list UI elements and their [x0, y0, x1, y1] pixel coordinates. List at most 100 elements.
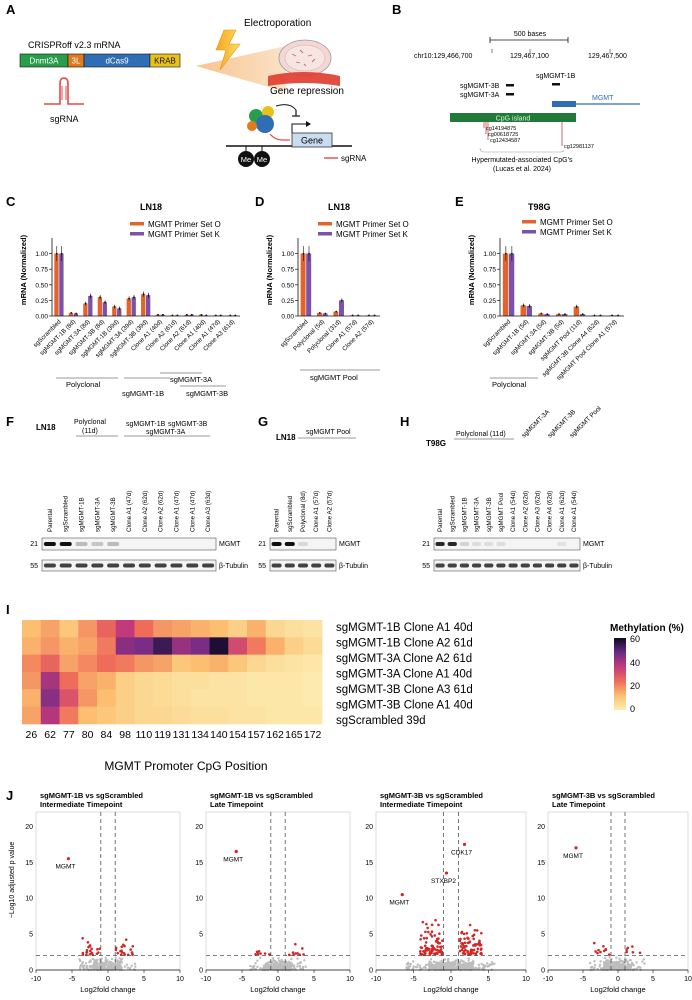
significant-gene-point: [97, 951, 100, 954]
gene-point: [290, 957, 293, 961]
data-point: [84, 302, 87, 305]
data-point: [89, 295, 92, 297]
mgmt-band: [107, 542, 120, 546]
heatmap-cell: [78, 672, 98, 690]
gene-point: [93, 959, 96, 962]
gene-point: [92, 963, 96, 966]
gene-point: [107, 966, 111, 969]
significant-gene-point: [287, 953, 291, 957]
group-header: sgMGMT-3B: [168, 421, 208, 428]
group-label: sgMGMT-3B: [186, 389, 228, 398]
bar: [68, 312, 74, 316]
lane-label: Clone A1 (47d): [189, 491, 196, 532]
legend-swatch-k: [522, 230, 536, 234]
mgmt-band: [284, 542, 295, 546]
significant-gene-point: [424, 946, 428, 950]
tubulin-band: [435, 563, 445, 568]
data-point: [522, 304, 525, 307]
panel-letter: B: [392, 2, 401, 17]
heatmap-cell: [78, 706, 98, 725]
bar: [333, 311, 339, 316]
gene-point: [274, 960, 277, 963]
gene-point: [468, 961, 472, 965]
tubulin-band: [107, 563, 120, 568]
y-tick-label: 10: [537, 896, 545, 903]
bar: [306, 253, 312, 316]
heatmap-cell: [228, 689, 248, 707]
mgmt-band: [59, 542, 72, 546]
gene-point: [439, 962, 443, 966]
significant-gene-point: [433, 934, 437, 937]
data-point: [504, 252, 507, 255]
cpg-caption: Hypermutated-associated CpG's: [472, 157, 573, 164]
y-axis-label: mRNA (Normalized): [467, 234, 476, 305]
heatmap-cell: [153, 620, 173, 638]
coord-label: 129,467,500: [588, 53, 627, 60]
x-tick-label: -5: [410, 976, 416, 983]
gene-point: [589, 966, 593, 969]
cpg-caption: (Lucas et al. 2024): [493, 166, 551, 173]
heatmap-cell: [209, 654, 229, 673]
mgmt-band: [557, 542, 567, 546]
bar: [146, 295, 151, 316]
coord-label: 129,467,100: [510, 53, 549, 60]
heatmap-cell: [97, 672, 117, 690]
x-tick-label: 140: [210, 729, 228, 741]
data-point: [162, 313, 164, 316]
gene-point: [95, 960, 99, 963]
panel-c: C LN18 mRNA (Normalized) 0.00 0.25 0.50 0.7…: [6, 194, 240, 398]
y-tick-label: 5: [369, 932, 373, 939]
lane-label: Clone A2 (62d): [142, 491, 149, 532]
significant-gene-point: [438, 932, 441, 935]
significant-gene-point: [124, 938, 128, 941]
gene-point: [418, 964, 422, 967]
plot-frame: [205, 811, 351, 971]
gene-point: [125, 963, 129, 966]
colorbar-title: Methylation (%): [610, 623, 684, 634]
significant-gene-point: [267, 953, 271, 956]
heatmap-cell: [59, 637, 79, 655]
colorbar-tick: 40: [630, 658, 640, 668]
colorbar-tick: 0: [630, 704, 635, 714]
gene-point: [464, 967, 467, 970]
gene-point: [620, 959, 623, 963]
gene-point: [463, 965, 466, 968]
gene-point: [622, 960, 625, 963]
y-tick-label: 0.00: [35, 314, 48, 321]
western-blot-f: Parental sgScrambled sgMGMT-1B sgMGMT-3A sgM…: [30, 491, 248, 572]
gene-point: [606, 959, 609, 962]
domain-label: 3L: [72, 57, 81, 66]
significant-gene-point: [473, 928, 477, 932]
x-tick-label: -10: [543, 976, 553, 983]
tubulin-band: [170, 563, 183, 568]
gene-label: MGMT: [563, 853, 583, 860]
heatmap-cell: [40, 654, 60, 673]
data-point: [546, 313, 549, 316]
significant-gene-point: [430, 935, 434, 938]
heatmap-cell: [78, 654, 98, 673]
x-tick-label: 0: [449, 976, 453, 983]
y-tick-label: 20: [25, 824, 33, 831]
data-point: [157, 313, 159, 316]
heatmap-cell: [22, 689, 42, 707]
heatmap-cell: [209, 620, 229, 638]
data-point: [75, 312, 78, 315]
group-header: Polyclonal (11d): [456, 431, 506, 438]
bar: [502, 253, 509, 316]
cell-line-label: LN18: [36, 423, 56, 432]
tubulin-band: [59, 563, 72, 568]
x-tick-label: -5: [580, 976, 586, 983]
legend-sgrna-label: sgRNA: [341, 154, 367, 163]
gene-point: [126, 966, 130, 969]
gene-point: [451, 966, 454, 969]
gene-point: [630, 963, 633, 966]
y-tick-label: 10: [25, 896, 33, 903]
data-point: [186, 313, 188, 316]
bar: [317, 312, 322, 316]
gene-point: [424, 966, 428, 970]
legend-swatch-k: [130, 232, 144, 236]
gene-point: [82, 967, 86, 970]
significant-gene-point: [476, 942, 480, 946]
mgmt-band: [459, 542, 470, 546]
group-header: sgMGMT Pool: [306, 429, 351, 436]
